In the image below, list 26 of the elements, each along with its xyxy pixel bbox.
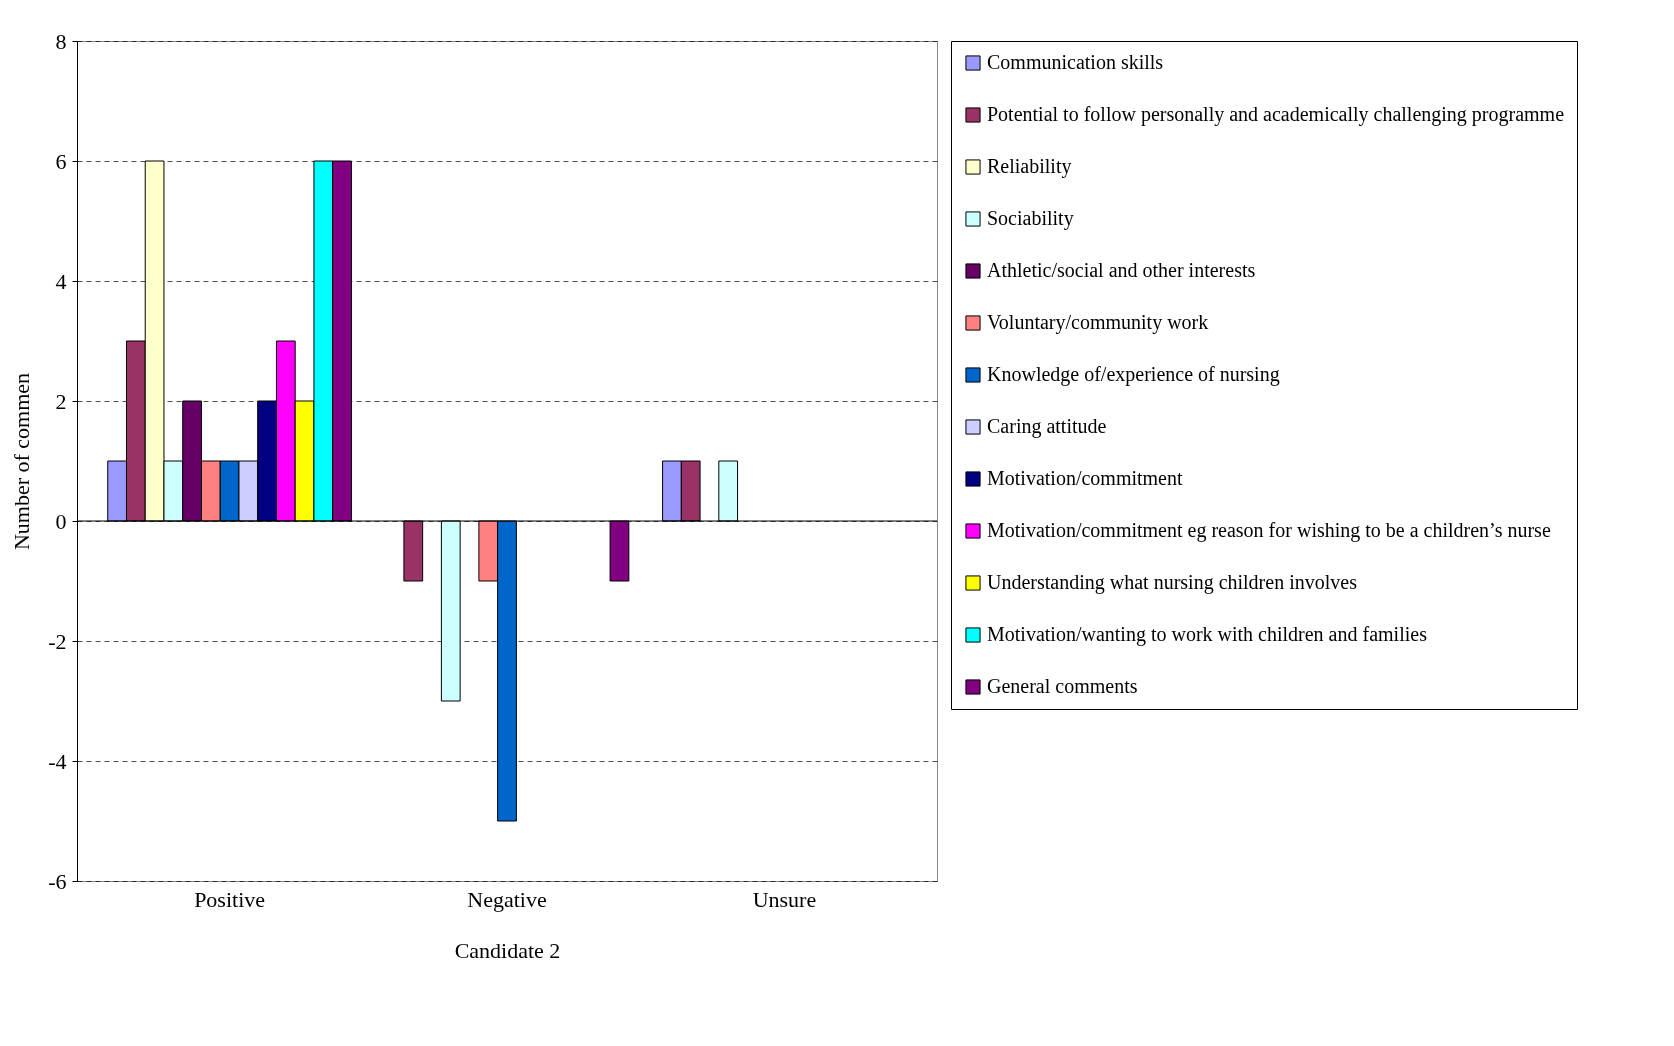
legend-label: General comments (987, 675, 1138, 697)
legend-label: Motivation/commitment eg reason for wishing to be a children’s nurse (987, 519, 1551, 542)
y-tick-label: 8 (55, 28, 67, 54)
legend-label: Potential to follow personally and academically challenging programme (987, 103, 1565, 126)
y-tick-label: 6 (55, 148, 67, 174)
y-tick-label: 2 (55, 388, 67, 414)
legend-label: Knowledge of/experience of nursing (987, 363, 1280, 386)
x-tick-label: Negative (467, 886, 547, 912)
y-tick-label: -6 (48, 868, 67, 894)
legend-label: Athletic/social and other interests (987, 259, 1256, 281)
legend-label: Caring attitude (987, 415, 1107, 438)
legend-label: Reliability (987, 155, 1072, 178)
x-tick-label: Unsure (752, 886, 817, 912)
legend-label: Sociability (987, 207, 1074, 230)
y-tick-label: 0 (55, 508, 67, 534)
x-tick-label: Positive (194, 886, 266, 912)
legend-label: Communication skills (987, 51, 1164, 73)
y-tick-label: 4 (55, 268, 67, 294)
y-tick-label: -4 (48, 748, 67, 774)
legend-label: Understanding what nursing children involves (987, 571, 1358, 594)
legend-label: Motivation/wanting to work with children and families (987, 623, 1428, 646)
y-tick-label: -2 (48, 628, 67, 654)
legend-label: Motivation/commitment (987, 467, 1183, 489)
y-axis-title: Number of commen (9, 372, 35, 551)
legend-label: Voluntary/community work (987, 311, 1209, 334)
x-axis-title: Candidate 2 (454, 937, 561, 963)
